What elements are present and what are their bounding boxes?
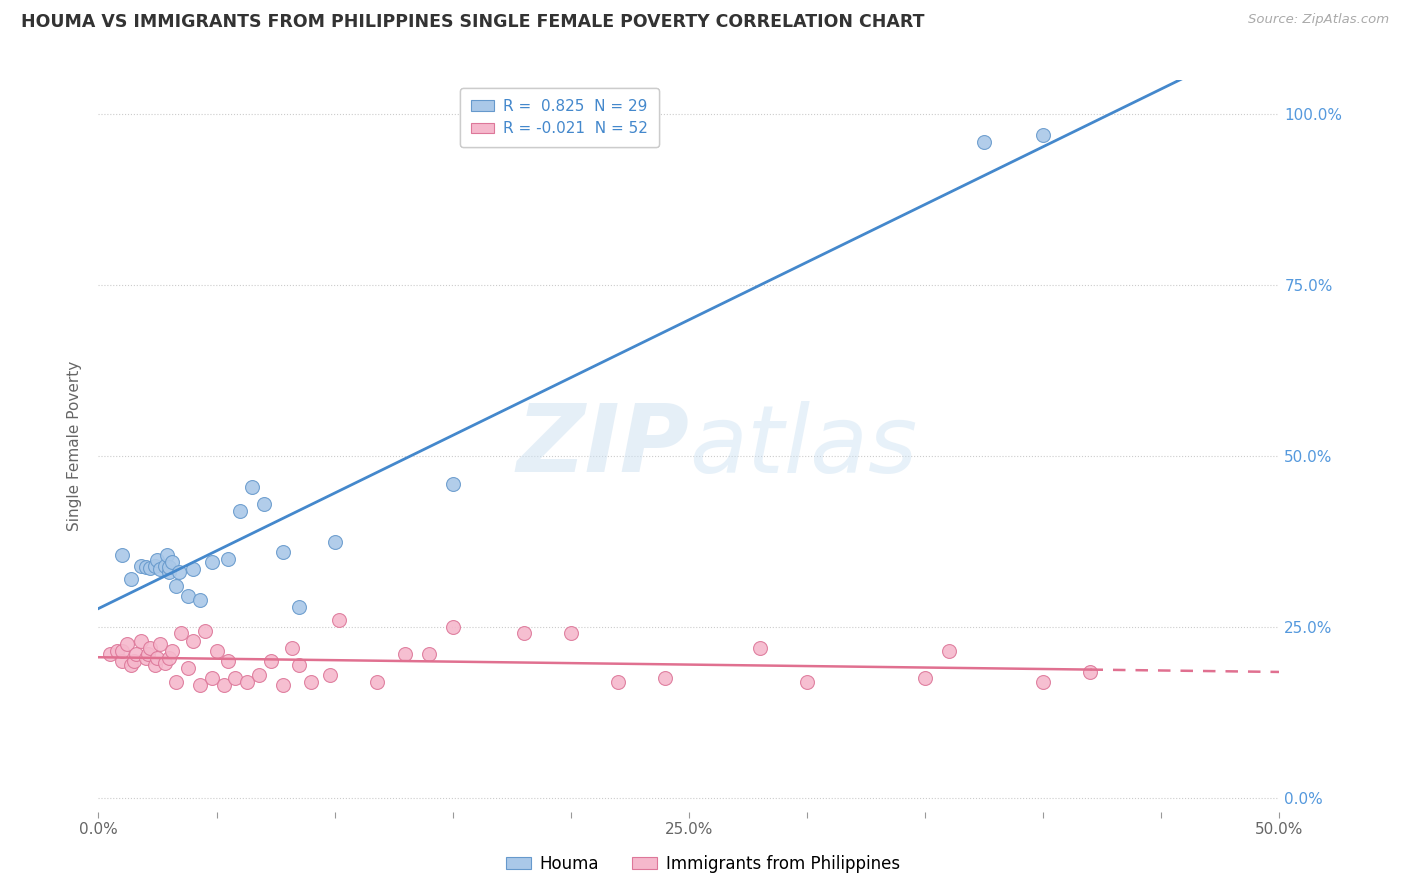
Legend: R =  0.825  N = 29, R = -0.021  N = 52: R = 0.825 N = 29, R = -0.021 N = 52 <box>460 88 659 147</box>
Point <box>973 135 995 149</box>
Point <box>143 558 166 573</box>
Point <box>136 648 159 662</box>
Point <box>167 566 190 580</box>
Point <box>135 560 157 574</box>
Point <box>323 534 346 549</box>
Point <box>177 590 200 604</box>
Text: Source: ZipAtlas.com: Source: ZipAtlas.com <box>1249 13 1389 27</box>
Text: atlas: atlas <box>689 401 917 491</box>
Point <box>394 648 416 662</box>
Point <box>654 672 676 686</box>
Point <box>139 640 162 655</box>
Point <box>188 678 211 692</box>
Point <box>157 560 180 574</box>
Point <box>299 674 322 689</box>
Point <box>135 651 157 665</box>
Point <box>98 648 121 662</box>
Point <box>153 656 176 670</box>
Point <box>125 648 148 662</box>
Point <box>146 651 169 665</box>
Point <box>105 644 128 658</box>
Point <box>236 674 259 689</box>
Point <box>1032 128 1054 142</box>
Point <box>170 625 193 640</box>
Point <box>441 620 464 634</box>
Point <box>122 654 145 668</box>
Point <box>1032 674 1054 689</box>
Text: HOUMA VS IMMIGRANTS FROM PHILIPPINES SINGLE FEMALE POVERTY CORRELATION CHART: HOUMA VS IMMIGRANTS FROM PHILIPPINES SIN… <box>21 13 925 31</box>
Point <box>188 592 211 607</box>
Point <box>212 678 235 692</box>
Point <box>441 476 464 491</box>
Point <box>1080 665 1102 679</box>
Point <box>217 654 239 668</box>
Point <box>157 651 180 665</box>
Point <box>607 674 630 689</box>
Point <box>512 625 534 640</box>
Point <box>271 678 294 692</box>
Point <box>288 657 311 672</box>
Point <box>129 633 152 648</box>
Point <box>121 572 143 586</box>
Point <box>205 644 228 658</box>
Point <box>366 674 388 689</box>
Point <box>143 657 166 672</box>
Point <box>260 654 283 668</box>
Point <box>115 637 138 651</box>
Point <box>217 551 239 566</box>
Point <box>111 549 134 563</box>
Point <box>149 637 172 651</box>
Point <box>253 497 276 511</box>
Point <box>153 558 176 573</box>
Point <box>111 644 134 658</box>
Text: ZIP: ZIP <box>516 400 689 492</box>
Point <box>271 545 294 559</box>
Point <box>938 644 960 658</box>
Point <box>201 672 224 686</box>
Point <box>281 640 304 655</box>
Point <box>139 561 162 575</box>
Point <box>914 672 936 686</box>
Point <box>149 562 172 576</box>
Point <box>157 566 180 580</box>
Point <box>748 640 770 655</box>
Point <box>560 625 582 640</box>
Point <box>177 661 200 675</box>
Point <box>165 579 187 593</box>
Point <box>156 549 179 563</box>
Point <box>181 633 204 648</box>
Y-axis label: Single Female Poverty: Single Female Poverty <box>67 361 83 531</box>
Point <box>247 668 270 682</box>
Point <box>181 562 204 576</box>
Point <box>121 657 143 672</box>
Point <box>229 504 252 518</box>
Point <box>319 668 342 682</box>
Point <box>111 654 134 668</box>
Point <box>796 674 818 689</box>
Point <box>160 555 183 569</box>
Point <box>328 613 350 627</box>
Legend: Houma, Immigrants from Philippines: Houma, Immigrants from Philippines <box>499 848 907 880</box>
Point <box>201 555 224 569</box>
Point <box>194 624 217 638</box>
Point <box>240 480 263 494</box>
Point <box>160 644 183 658</box>
Point <box>165 674 187 689</box>
Point <box>129 558 152 573</box>
Point <box>288 599 311 614</box>
Point <box>418 648 440 662</box>
Point <box>146 553 169 567</box>
Point <box>224 672 246 686</box>
